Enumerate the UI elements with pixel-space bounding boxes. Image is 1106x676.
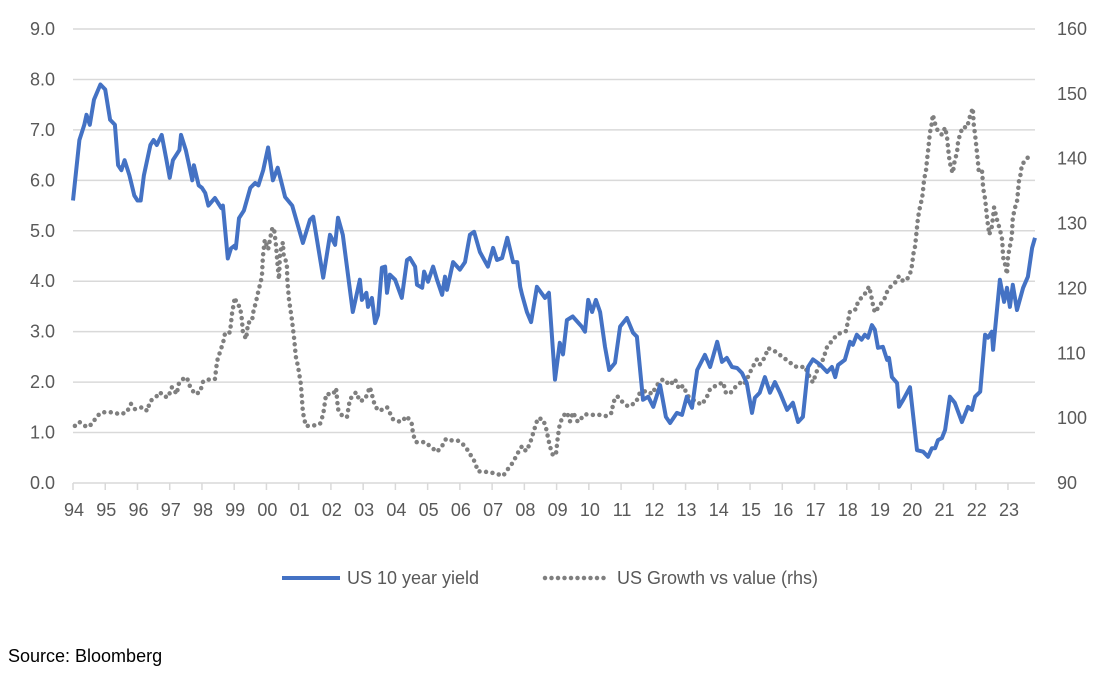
- y2-tick-label: 140: [1057, 149, 1087, 169]
- x-tick-label: 04: [386, 500, 406, 520]
- y-axis-right: 90 100 110 120 130 140 150 160: [1057, 19, 1087, 493]
- series-group: [71, 82, 1037, 479]
- y2-tick-label: 160: [1057, 19, 1087, 39]
- x-tick-label: 12: [644, 500, 664, 520]
- y-tick-label: 0.0: [30, 473, 55, 493]
- source-note: Source: Bloomberg: [8, 646, 163, 666]
- y-tick-label: 2.0: [30, 372, 55, 392]
- x-axis: 94 95 96 97 98 99 00 01 02 03 04 05 06 07 08 09 10 11 12 13…: [64, 482, 1035, 520]
- y-axis-left: 0.0 1.0 2.0 3.0 4.0 5.0 6.0 7.0 8.0 9.0: [30, 19, 55, 493]
- y-tick-label: 5.0: [30, 221, 55, 241]
- x-tick-label: 99: [225, 500, 245, 520]
- legend-label-growth-value: US Growth vs value (rhs): [617, 568, 818, 588]
- x-tick-label: 07: [483, 500, 503, 520]
- x-tick-label: 10: [580, 500, 600, 520]
- x-tick-label: 05: [419, 500, 439, 520]
- x-tick-label: 01: [290, 500, 310, 520]
- x-tick-label: 02: [322, 500, 342, 520]
- x-tick-label: 21: [934, 500, 954, 520]
- y2-tick-label: 120: [1057, 278, 1087, 298]
- x-tick-label: 95: [96, 500, 116, 520]
- y-tick-label: 1.0: [30, 423, 55, 443]
- y-tick-label: 4.0: [30, 271, 55, 291]
- x-tick-label: 15: [741, 500, 761, 520]
- y-tick-label: 6.0: [30, 170, 55, 190]
- legend: US 10 year yield US Growth vs value (rhs…: [282, 568, 818, 588]
- gridlines: [73, 28, 1035, 434]
- x-tick-label: 96: [128, 500, 148, 520]
- x-tick-label: 08: [515, 500, 535, 520]
- y2-tick-label: 130: [1057, 214, 1087, 234]
- y-tick-label: 3.0: [30, 322, 55, 342]
- x-tick-label: 97: [161, 500, 181, 520]
- x-tick-label: 00: [257, 500, 277, 520]
- x-tick-label: 09: [548, 500, 568, 520]
- x-tick-label: 16: [773, 500, 793, 520]
- x-tick-label: 98: [193, 500, 213, 520]
- x-tick-label: 13: [677, 500, 697, 520]
- x-tick-label: 11: [613, 500, 632, 520]
- x-tick-label: 18: [838, 500, 858, 520]
- x-tick-label: 14: [709, 500, 729, 520]
- legend-label-yield: US 10 year yield: [347, 568, 479, 588]
- y2-tick-label: 90: [1057, 473, 1077, 493]
- x-tick-label: 06: [451, 500, 471, 520]
- x-tick-label: 03: [354, 500, 374, 520]
- y2-tick-label: 100: [1057, 408, 1087, 428]
- series-line-us-10y-yield: [71, 82, 1037, 459]
- y2-tick-label: 110: [1057, 343, 1086, 363]
- x-tick-label: 17: [806, 500, 826, 520]
- y2-tick-label: 150: [1057, 84, 1087, 104]
- x-tick-label: 23: [999, 500, 1019, 520]
- y-tick-label: 9.0: [30, 19, 55, 39]
- y-tick-label: 7.0: [30, 120, 55, 140]
- y-tick-label: 8.0: [30, 69, 55, 89]
- x-tick-label: 94: [64, 500, 84, 520]
- x-tick-label: 19: [870, 500, 890, 520]
- series-dotted-us-growth-vs-value: [72, 107, 1033, 479]
- x-tick-label: 20: [902, 500, 922, 520]
- x-tick-label: 22: [967, 500, 987, 520]
